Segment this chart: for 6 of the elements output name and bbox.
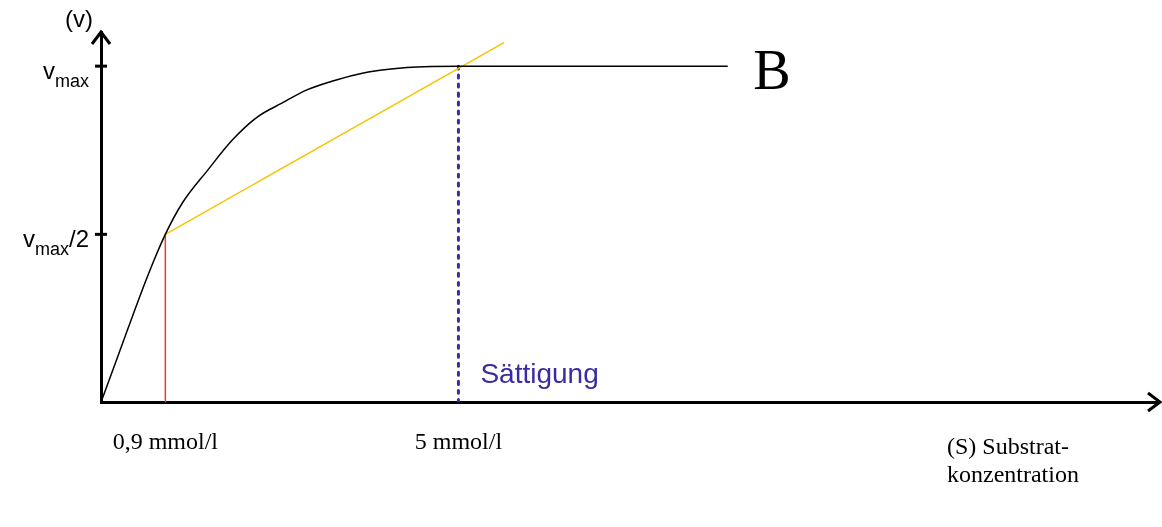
annotation: Sättigung bbox=[480, 358, 599, 390]
y-axis-title: (v) bbox=[65, 4, 93, 32]
x-tick-label: 0,9 mmol/l bbox=[112, 427, 219, 454]
x-axis-title: (S) Substrat-konzentration bbox=[947, 433, 1079, 488]
x-tick-label: 5 mmol/l bbox=[414, 427, 503, 454]
chart-title: B bbox=[753, 38, 791, 101]
